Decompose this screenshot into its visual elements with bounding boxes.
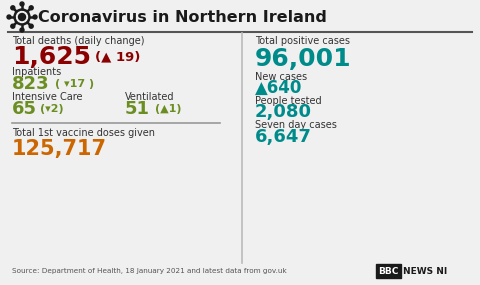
Text: Source: Department of Health, 18 January 2021 and latest data from gov.uk: Source: Department of Health, 18 January… — [12, 268, 287, 274]
Circle shape — [29, 24, 33, 28]
Circle shape — [14, 9, 30, 25]
Text: People tested: People tested — [255, 96, 322, 106]
Text: Seven day cases: Seven day cases — [255, 120, 337, 130]
Text: ( ▾17 ): ( ▾17 ) — [55, 79, 94, 89]
Circle shape — [20, 28, 24, 32]
Circle shape — [19, 13, 25, 21]
Text: 823: 823 — [12, 75, 49, 93]
Text: New cases: New cases — [255, 72, 307, 82]
Text: NEWS NI: NEWS NI — [403, 266, 447, 276]
Text: (▾2): (▾2) — [40, 104, 64, 114]
Text: Coronavirus in Northern Ireland: Coronavirus in Northern Ireland — [38, 9, 327, 25]
Text: Total positive cases: Total positive cases — [255, 36, 350, 46]
Text: Total 1st vaccine doses given: Total 1st vaccine doses given — [12, 128, 155, 138]
Circle shape — [11, 24, 15, 28]
Text: (▲1): (▲1) — [155, 104, 181, 114]
Text: 65: 65 — [12, 100, 37, 118]
Text: BBC: BBC — [378, 266, 398, 276]
Text: Inpatients: Inpatients — [12, 67, 61, 77]
Text: 96,001: 96,001 — [255, 47, 352, 71]
Text: 6,647: 6,647 — [255, 128, 312, 146]
Circle shape — [33, 15, 37, 19]
Text: 2,080: 2,080 — [255, 103, 312, 121]
Circle shape — [29, 6, 33, 10]
Text: 1,625: 1,625 — [12, 45, 91, 69]
Text: 125,717: 125,717 — [12, 139, 107, 159]
Circle shape — [7, 15, 11, 19]
Circle shape — [20, 2, 24, 6]
Circle shape — [11, 6, 15, 10]
Text: Intensive Care: Intensive Care — [12, 92, 83, 102]
Text: 51: 51 — [125, 100, 150, 118]
Text: Total deaths (daily change): Total deaths (daily change) — [12, 36, 144, 46]
Text: Ventilated: Ventilated — [125, 92, 175, 102]
Text: ▲640: ▲640 — [255, 79, 302, 97]
Text: (▲ 19): (▲ 19) — [95, 50, 140, 64]
Circle shape — [16, 11, 27, 23]
